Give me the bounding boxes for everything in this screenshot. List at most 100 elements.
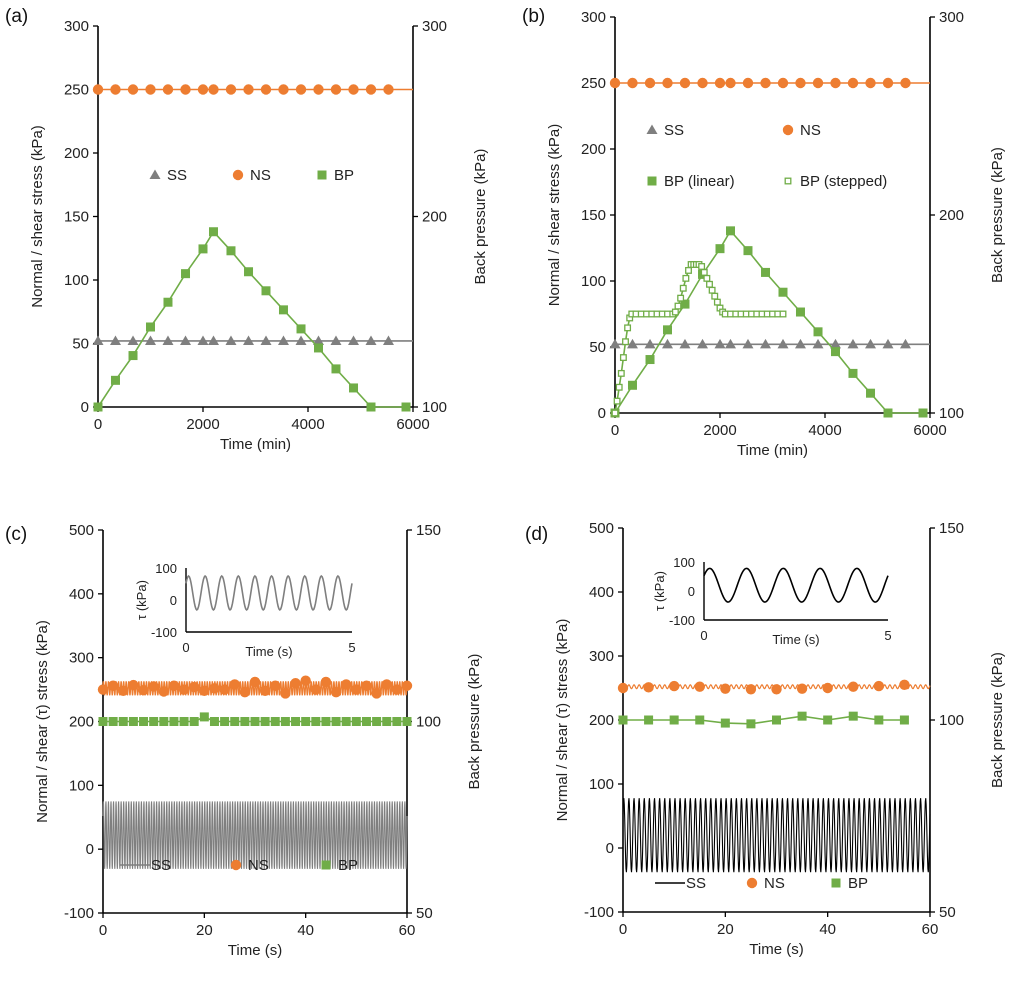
series-ss — [622, 798, 931, 873]
inset-chart: -100 0 100 0 5 Time (s) τ (kPa) — [134, 561, 356, 659]
data-point — [883, 408, 893, 418]
chart-panel-a: (a) 0 50 100 150 200 250 300 100 200 300 0 2000 4000 6… — [5, 6, 489, 453]
data-point — [169, 717, 179, 726]
data-point — [882, 338, 894, 349]
data-point — [158, 686, 169, 697]
data-point — [618, 715, 628, 725]
data-point — [402, 717, 412, 726]
data-point — [243, 335, 255, 345]
series-ns — [97, 675, 413, 699]
inset-y-axis-title: τ (kPa) — [652, 571, 667, 611]
data-point — [679, 77, 691, 89]
data-point — [250, 717, 260, 726]
y-tick-label: 200 — [581, 141, 606, 158]
series-ss — [609, 338, 930, 349]
y-tick-label: 250 — [64, 82, 89, 99]
data-point — [725, 338, 736, 349]
data-point — [240, 717, 250, 726]
inset-y-tick-label: -100 — [151, 625, 177, 640]
data-point — [146, 322, 155, 332]
series-bp-stepped- — [611, 261, 787, 417]
legend-label: SS — [686, 875, 706, 892]
data-point — [679, 284, 687, 292]
y-tick-label: 0 — [81, 399, 89, 416]
data-point — [778, 287, 788, 297]
y2-tick-label: 50 — [416, 905, 433, 922]
y-tick-label: 100 — [69, 777, 94, 794]
data-point — [848, 368, 858, 378]
data-point — [197, 335, 209, 345]
data-point — [313, 84, 324, 95]
y2-tick-label: 100 — [416, 714, 441, 731]
panel-label: (b) — [522, 6, 545, 27]
data-point — [313, 335, 324, 345]
data-point — [209, 683, 220, 694]
data-point — [848, 681, 859, 692]
data-point — [713, 298, 721, 306]
data-point — [882, 77, 894, 89]
data-point — [198, 244, 208, 254]
inset-y-axis-title: τ (kPa) — [134, 580, 149, 620]
data-point — [277, 335, 289, 345]
y-tick-label: 400 — [69, 586, 94, 603]
data-point — [392, 717, 402, 726]
series-ss — [92, 335, 413, 345]
y-tick-label: 100 — [581, 273, 606, 290]
data-point — [777, 77, 789, 89]
data-point — [220, 717, 230, 726]
data-point — [189, 717, 199, 726]
x-axis-title: Time (min) — [737, 442, 808, 459]
data-point — [700, 268, 708, 276]
data-point — [644, 77, 656, 89]
data-point — [261, 286, 271, 296]
data-point — [148, 681, 159, 692]
data-point — [296, 324, 306, 334]
data-point — [711, 292, 719, 300]
series-bp — [93, 227, 411, 412]
data-point — [742, 338, 754, 349]
data-point — [341, 717, 351, 726]
data-point — [244, 267, 254, 277]
data-point — [163, 297, 173, 307]
data-point — [813, 327, 823, 337]
data-point — [725, 77, 736, 89]
inset-chart: -100 0 100 0 5 Time (s) τ (kPa) — [652, 555, 892, 647]
data-point — [351, 684, 362, 695]
data-point — [330, 335, 342, 345]
y-axis-title: Normal / shear (τ) stress (kPa) — [554, 619, 571, 822]
data-point — [162, 84, 174, 95]
data-point — [110, 375, 120, 385]
data-point — [145, 335, 156, 345]
data-point — [708, 286, 716, 294]
data-point — [249, 676, 261, 688]
data-point — [613, 397, 621, 405]
data-point — [162, 335, 174, 345]
data-point — [797, 711, 807, 721]
data-point — [209, 227, 218, 237]
x-tick-label: 60 — [922, 921, 939, 938]
legend-label: NS — [764, 875, 785, 892]
legend-label: BP — [338, 857, 358, 874]
x-tick-label: 0 — [611, 422, 619, 439]
data-point — [351, 717, 361, 726]
data-point — [270, 717, 280, 726]
x-tick-label: 6000 — [396, 416, 429, 433]
data-point — [92, 335, 104, 345]
data-point — [760, 338, 772, 349]
legend-marker-icon — [784, 177, 792, 185]
y-tick-label: 300 — [581, 9, 606, 26]
data-point — [679, 338, 691, 349]
x-axis-title: Time (s) — [749, 941, 803, 958]
x-tick-label: 60 — [399, 922, 416, 939]
data-point — [697, 77, 708, 89]
data-point — [365, 335, 377, 345]
data-point — [331, 717, 341, 726]
series-ns — [609, 77, 930, 89]
data-point — [108, 717, 118, 726]
data-point — [703, 274, 711, 282]
series-line — [622, 798, 931, 873]
data-point — [348, 84, 359, 95]
y-tick-label: 200 — [64, 145, 89, 162]
data-point — [110, 84, 121, 95]
